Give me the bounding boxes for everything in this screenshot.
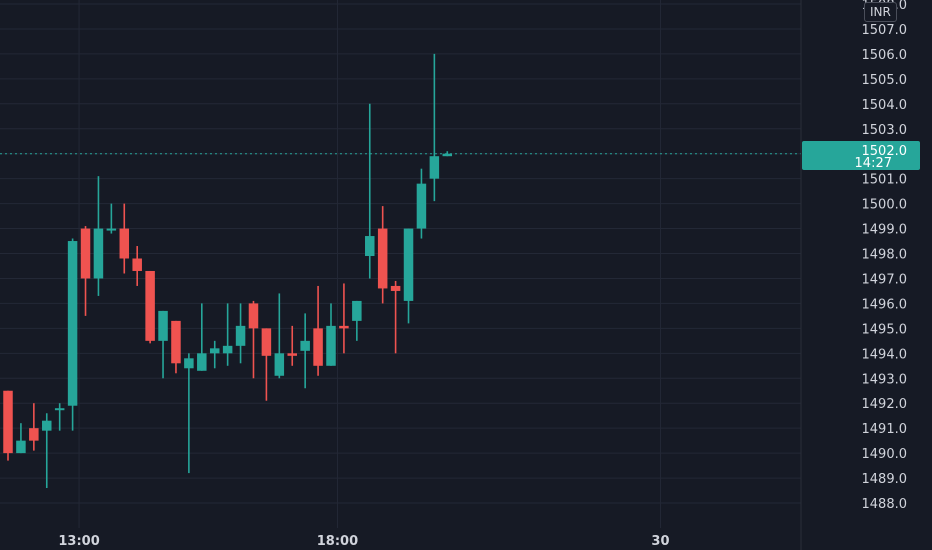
- grid: [0, 0, 801, 528]
- candle-body-down: [377, 228, 388, 289]
- candle-body-up: [274, 353, 285, 376]
- price-tick-label: 1501.0: [862, 173, 908, 188]
- last-price-label: 1502.0 14:27: [802, 141, 920, 171]
- candle-body-down: [145, 270, 155, 341]
- price-tick-label: 1497.0: [862, 272, 908, 287]
- candle-body-down: [132, 258, 142, 271]
- candles: [3, 53, 453, 489]
- candle-body-up: [93, 228, 104, 279]
- price-axis[interactable]: 1488.0 1489.0 1490.0 1491.0 1492.0 1493.0 1494…: [862, 0, 908, 512]
- candle-body-up: [158, 310, 168, 341]
- candle-body-up: [106, 228, 117, 231]
- price-tick-label: 1499.0: [862, 223, 908, 238]
- candle-body-up: [209, 348, 220, 354]
- candle-body-up: [222, 345, 233, 354]
- candle-body-down: [29, 428, 39, 441]
- candle-body-up: [300, 340, 310, 351]
- price-tick-label: 1496.0: [862, 297, 908, 312]
- time-tick-label: 13:00: [58, 534, 99, 549]
- candle-body-down: [287, 353, 297, 356]
- candle-body-down: [80, 228, 91, 279]
- price-tick-label: 1505.0: [862, 73, 908, 88]
- price-tick-label: 1490.0: [862, 447, 908, 462]
- candle-body-down: [261, 328, 272, 356]
- price-tick-label: 1494.0: [862, 347, 908, 362]
- candle-body-up: [416, 183, 427, 229]
- candle-body-up: [67, 241, 78, 406]
- candle-body-up: [16, 440, 26, 454]
- time-tick-label: 18:00: [317, 534, 358, 549]
- price-tick-label: 1493.0: [862, 372, 908, 387]
- candle-body-down: [171, 320, 181, 364]
- candle-body-down: [119, 228, 130, 259]
- price-tick-label: 1491.0: [862, 422, 908, 437]
- candle-body-down: [339, 325, 349, 329]
- candle-body-down: [390, 285, 401, 291]
- candle-body-up: [365, 236, 375, 257]
- price-tick-label: 1504.0: [862, 98, 908, 113]
- candle-body-up: [197, 353, 207, 371]
- candle-body-up: [326, 325, 336, 366]
- price-tick-label: 1488.0: [862, 497, 908, 512]
- price-tick-label: 1495.0: [862, 322, 908, 337]
- candle-body-up: [442, 153, 453, 157]
- time-axis[interactable]: 13:00 18:00 30: [58, 534, 669, 549]
- candle-body-up: [403, 228, 414, 301]
- candle-body-down: [313, 328, 323, 366]
- price-tick-label: 1492.0: [862, 397, 908, 412]
- candle-body-down: [248, 303, 259, 329]
- bar-countdown: 14:27: [855, 156, 892, 171]
- price-tick-label: 1503.0: [862, 123, 908, 138]
- price-tick-label: 1489.0: [862, 472, 908, 487]
- last-price-value: 1502.0: [862, 144, 908, 159]
- price-tick-label: 1500.0: [862, 198, 908, 213]
- currency-badge[interactable]: INR: [864, 2, 897, 22]
- candle-body-up: [352, 300, 362, 321]
- time-tick-label: 30: [651, 534, 669, 549]
- candle-body-down: [3, 390, 13, 454]
- candle-body-up: [184, 358, 194, 369]
- price-tick-label: 1498.0: [862, 248, 908, 263]
- candle-body-up: [429, 156, 440, 179]
- candle-body-up: [42, 420, 52, 431]
- price-tick-label: 1506.0: [862, 48, 908, 63]
- candle-body-up: [235, 325, 246, 346]
- price-tick-label: 1507.0: [862, 23, 908, 38]
- candle-body-up: [54, 408, 65, 411]
- last-price-label-background: [802, 141, 920, 170]
